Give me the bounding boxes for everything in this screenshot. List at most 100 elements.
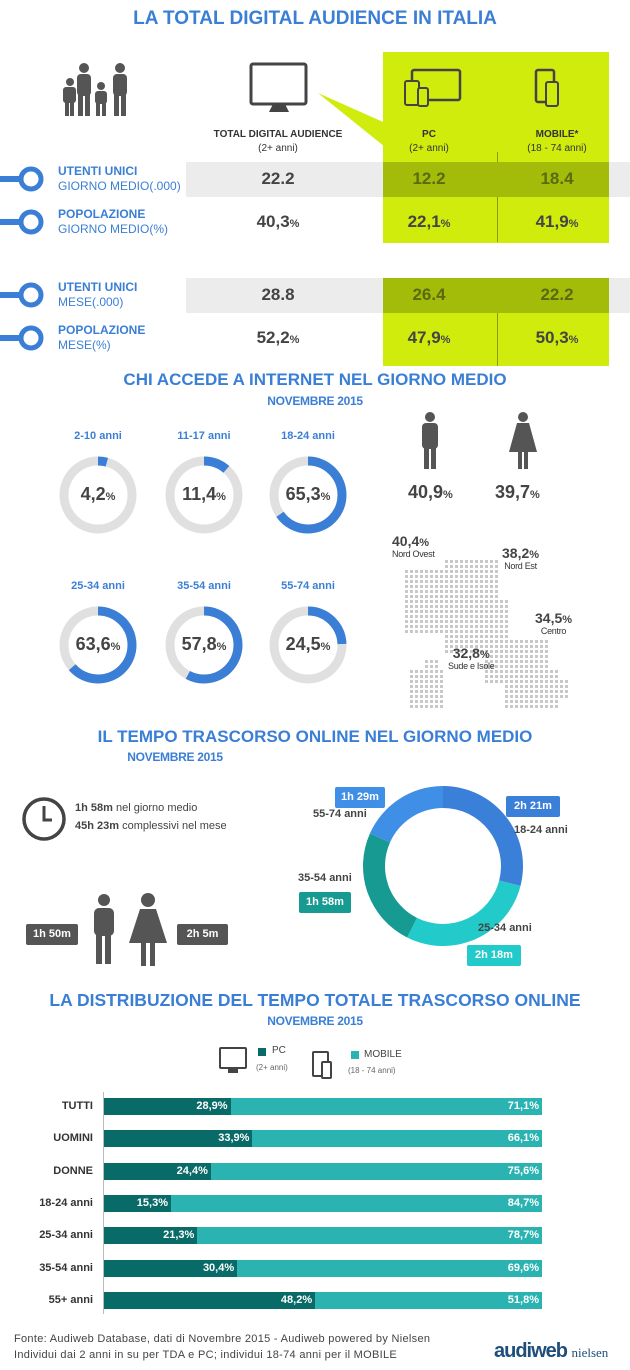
region-nord-est: 38,2% Nord Est [502, 545, 540, 571]
bar-pc: 15,3% [104, 1194, 171, 1212]
bar-mobile: 84,7% [171, 1194, 542, 1212]
mobile-devices-icon [534, 68, 559, 107]
age-label: 25-34 anni [71, 580, 125, 592]
section4-title: LA DISTRIBUZIONE DEL TEMPO TOTALE TRASCO… [49, 990, 581, 1010]
bar-category-label: TUTTI [61, 1100, 93, 1112]
audiweb-logo: audiweb nielsen [494, 1340, 609, 1362]
age-donut [269, 606, 347, 684]
bar-pc: 24,4% [104, 1162, 211, 1180]
region-centro: 34,5% Centro [535, 610, 573, 636]
cell-value: 12.2 [412, 169, 446, 188]
cell-value: 47,9% [407, 328, 451, 347]
cell-value: 40,3% [256, 212, 300, 231]
bar-mobile: 51,8% [315, 1291, 542, 1309]
row-marker-icon [0, 282, 44, 308]
bar-mobile-label: 75,6% [507, 1164, 539, 1177]
bar-mobile: 75,6% [210, 1162, 542, 1180]
row-marker-icon [0, 166, 44, 192]
age-label: 18-24 anni [281, 430, 335, 442]
row-label: UTENTI UNICI MESE(.000) [58, 280, 138, 309]
woman-icon [129, 893, 167, 966]
row-marker-icon [0, 325, 44, 351]
women-time-bubble: 2h 5m [177, 924, 228, 945]
column-sublabel: (2+ anni) [409, 143, 449, 154]
donut-segment [407, 880, 521, 946]
donut-segment [363, 833, 417, 938]
region-nord-ovest: 40,4% Nord Ovest [392, 533, 435, 559]
bar-pc-label: 21,3% [163, 1229, 195, 1242]
region-sud-isole: 32,8% Sude e Isole [448, 645, 495, 671]
row-band [186, 278, 383, 313]
man-icon [94, 894, 114, 964]
highlight-panel-day [383, 52, 609, 243]
donut-fill [59, 606, 137, 684]
monitor-icon [249, 62, 308, 112]
clock-icon [22, 797, 66, 841]
bar-category-label: UOMINI [53, 1132, 93, 1145]
column-sublabel: (2+ anni) [258, 143, 298, 154]
woman-icon [509, 412, 537, 469]
donut-fill [59, 456, 137, 534]
legend-label-pc: PC [272, 1045, 286, 1056]
multi-device-icon [404, 68, 462, 107]
cell-value: 28.8 [261, 285, 295, 304]
donut-fill [165, 456, 243, 534]
bar-category-label: 35-54 anni [39, 1261, 93, 1274]
bar-mobile-label: 78,7% [507, 1229, 539, 1242]
man-icon [422, 412, 438, 469]
cell-value: 22.2 [261, 169, 295, 188]
segment-time-bubble: 1h 58m [299, 892, 351, 913]
bar-pc-label: 28,9% [196, 1100, 228, 1112]
men-time-bubble: 1h 50m [26, 924, 78, 945]
cell-value: 41,9% [535, 212, 579, 231]
row-label: UTENTI UNICI GIORNO MEDIO(.000) [58, 164, 181, 193]
row-band [609, 162, 630, 197]
bar-mobile: 69,6% [237, 1259, 542, 1277]
donut-value: 57,8% [181, 634, 227, 654]
donut-segment [369, 786, 443, 843]
section3-subtitle: NOVEMBRE 2015 [127, 750, 223, 764]
bar-category-label: DONNE [53, 1164, 93, 1177]
segment-time-bubble: 1h 29m [335, 787, 385, 808]
women-percentage: 39,7% [495, 482, 540, 502]
cell-value: 52,2% [256, 328, 300, 347]
section1-title: LA TOTAL DIGITAL AUDIENCE IN ITALIA [133, 8, 497, 29]
age-donut [59, 606, 137, 684]
donut-value: 65,3% [285, 484, 331, 504]
bar-mobile-label: 84,7% [507, 1196, 539, 1209]
legend-sub-mobile: (18 - 74 anni) [348, 1066, 396, 1075]
footer-note: Individui dai 2 anni in su per TDA e PC;… [14, 1349, 398, 1361]
age-donut [269, 456, 347, 534]
bar-pc-label: 30,4% [202, 1261, 235, 1274]
donut-value: 4,2% [80, 484, 116, 504]
bar-mobile-label: 66,1% [507, 1132, 539, 1145]
column-label: PC [422, 129, 436, 140]
bar-mobile: 66,1% [252, 1130, 542, 1148]
legend-sub-pc: (2+ anni) [256, 1063, 288, 1072]
bar-category-label: 18-24 anni [39, 1196, 93, 1209]
age-label: 2-10 anni [74, 430, 122, 442]
column-header-tda: TOTAL DIGITAL AUDIENCE (2+ anni) [198, 128, 358, 156]
bar-pc-label: 33,9% [218, 1132, 250, 1145]
bar-axis [103, 1092, 104, 1314]
cell-value: 26.4 [412, 285, 446, 304]
monthly-time: 45h 23m complessivi nel mese [75, 820, 227, 832]
bar-category-label: 25-34 anni [39, 1229, 93, 1242]
bar-pc-label: 15,3% [136, 1196, 168, 1209]
row-band [186, 162, 383, 197]
age-donut [165, 606, 243, 684]
section2-title: CHI ACCEDE A INTERNET NEL GIORNO MEDIO [123, 370, 507, 389]
bar-mobile-label: 71,1% [507, 1100, 539, 1112]
column-label: TOTAL DIGITAL AUDIENCE [213, 129, 343, 140]
section2-subtitle: NOVEMBRE 2015 [267, 394, 363, 408]
row-label: POPOLAZIONE MESE(%) [58, 323, 146, 352]
men-percentage: 40,9% [408, 482, 453, 502]
legend-label-mobile: MOBILE [364, 1049, 402, 1060]
cell-value: 50,3% [535, 328, 579, 347]
bar-pc: 48,2% [104, 1291, 316, 1309]
donut-value: 11,4% [182, 484, 226, 504]
column-sublabel: (18 - 74 anni) [527, 143, 587, 154]
callout-pointer [318, 93, 390, 151]
donut-fill [269, 456, 347, 534]
